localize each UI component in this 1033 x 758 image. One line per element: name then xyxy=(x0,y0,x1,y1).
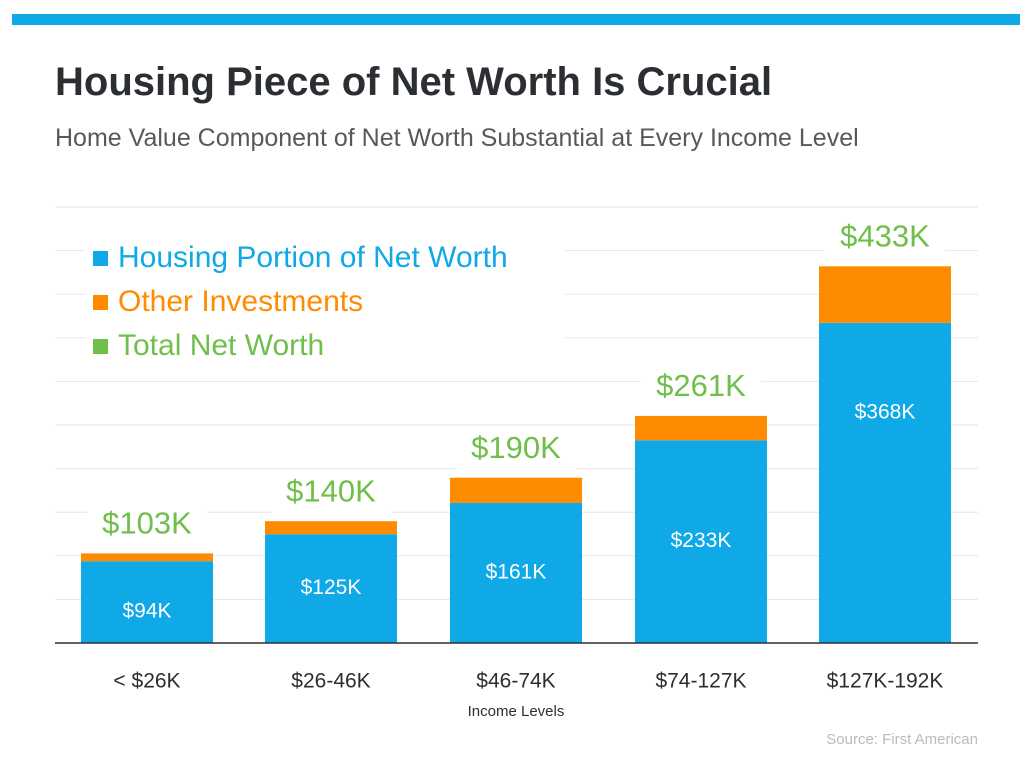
housing-value-label: $368K xyxy=(855,400,916,423)
bar-other-investments xyxy=(819,266,951,323)
x-axis-title: Income Levels xyxy=(468,703,565,720)
total-label-backing xyxy=(456,429,576,470)
legend-backing xyxy=(85,235,565,370)
bar-housing xyxy=(265,534,397,643)
housing-value-label: $233K xyxy=(671,529,732,552)
housing-value-label: $94K xyxy=(122,600,171,623)
x-tick-label: $127K-192K xyxy=(827,670,944,693)
bar-housing xyxy=(819,322,951,643)
legend-swatch xyxy=(93,295,108,310)
chart-title: Housing Piece of Net Worth Is Crucial xyxy=(55,60,773,104)
bar-other-investments xyxy=(265,521,397,535)
housing-value-label: $161K xyxy=(486,561,547,584)
legend-swatch xyxy=(93,251,108,266)
total-value-label: $140K xyxy=(286,473,376,508)
chart-subtitle: Home Value Component of Net Worth Substa… xyxy=(55,124,859,152)
x-tick-label: < $26K xyxy=(113,670,180,693)
total-label-backing xyxy=(87,505,207,546)
total-value-label: $190K xyxy=(471,430,561,465)
x-tick-label: $74-127K xyxy=(655,670,746,693)
x-tick-label: $46-74K xyxy=(476,670,555,693)
legend-label: Other Investments xyxy=(118,285,363,318)
source-note: Source: First American xyxy=(826,731,978,748)
legend-swatch xyxy=(93,339,108,354)
housing-value-label: $125K xyxy=(301,576,362,599)
bar-housing xyxy=(81,561,213,643)
bar-housing xyxy=(450,502,582,643)
total-value-label: $261K xyxy=(656,368,746,403)
legend-label: Total Net Worth xyxy=(118,329,324,362)
x-tick-label: $26-46K xyxy=(291,670,370,693)
top-accent-bar xyxy=(12,14,1020,25)
total-label-backing xyxy=(825,218,945,259)
bar-other-investments xyxy=(81,553,213,562)
total-label-backing xyxy=(271,473,391,514)
bar-other-investments xyxy=(450,477,582,503)
bar-housing xyxy=(635,440,767,643)
total-value-label: $103K xyxy=(102,506,192,541)
total-label-backing xyxy=(641,367,761,408)
total-value-label: $433K xyxy=(840,218,930,253)
legend-label: Housing Portion of Net Worth xyxy=(118,241,508,274)
bar-other-investments xyxy=(635,415,767,441)
